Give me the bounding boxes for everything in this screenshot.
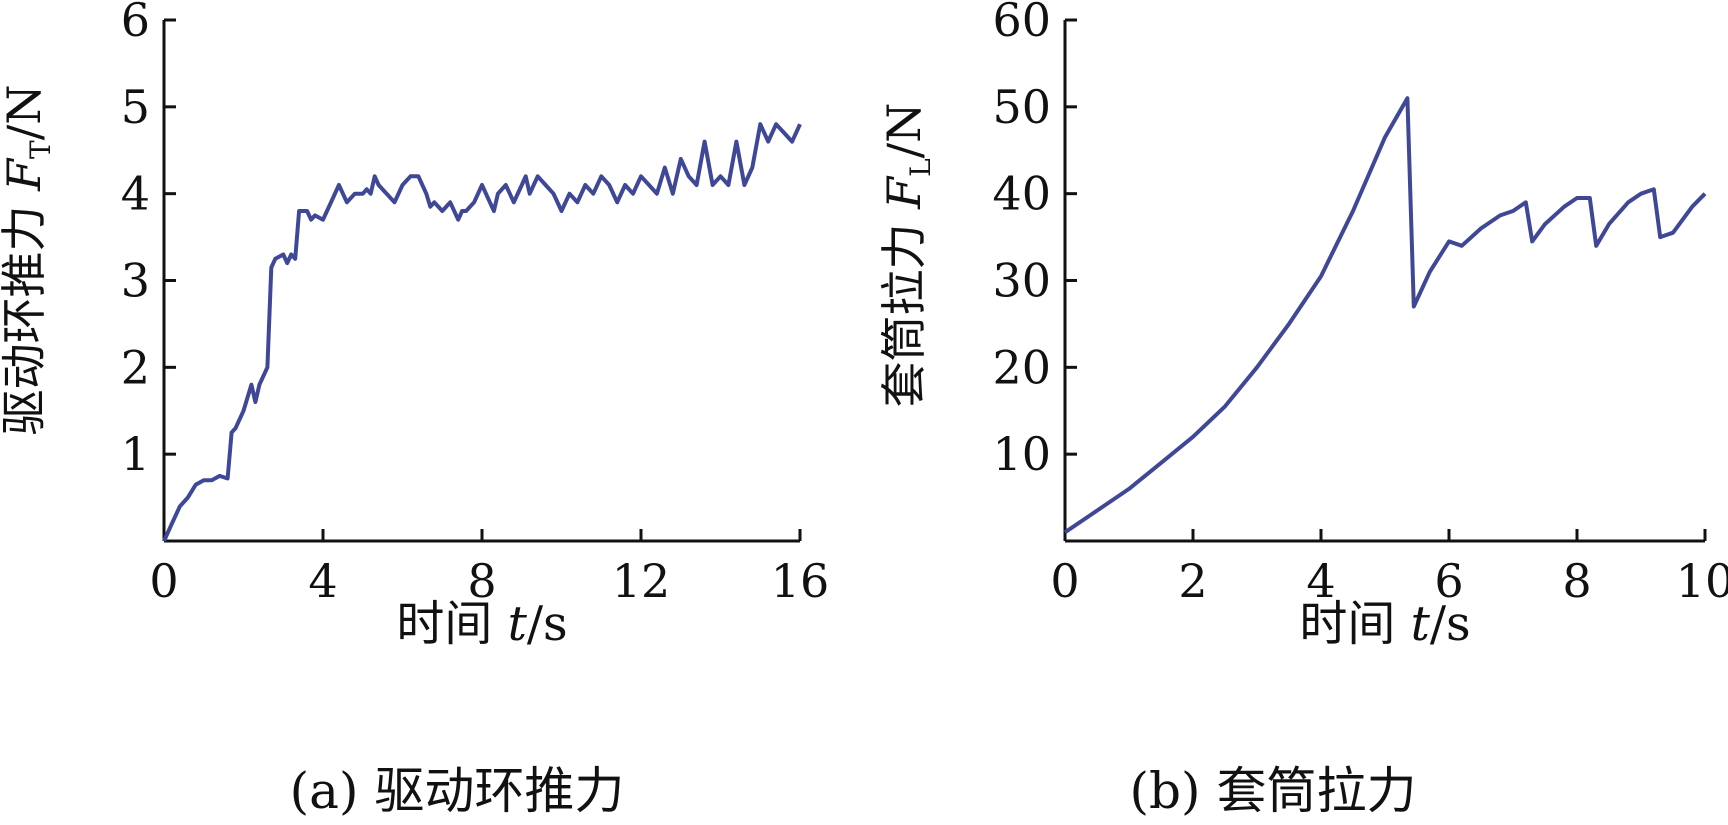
y-tick-label: 3 (121, 254, 150, 308)
caption-a: (a) 驱动环推力 (290, 762, 625, 820)
y-tick-label: 30 (992, 254, 1051, 308)
x-tick-label: 4 (1306, 554, 1335, 608)
x-tick-label: 16 (771, 554, 830, 608)
y-tick-label: 1 (121, 427, 150, 481)
caption-b: (b) 套筒拉力 (1130, 762, 1417, 820)
series-line (162, 122, 802, 542)
x-tick-label: 6 (1434, 554, 1463, 608)
chart-panel-b: (b) 套筒拉力 0 2 4 6 8 10 10 20 30 40 50 60 时间 t/s 套筒拉力 F… (877, 0, 1728, 820)
x-tick-label: 4 (308, 554, 337, 608)
y-axis-label: 驱动环推力 FT/N (0, 85, 57, 436)
y-tick-label: 50 (992, 80, 1051, 134)
x-tick-label: 2 (1178, 554, 1207, 608)
y-tick-label: 20 (992, 340, 1051, 394)
x-tick-label: 0 (149, 554, 178, 608)
x-tick-label: 8 (467, 554, 496, 608)
y-tick-label: 40 (992, 167, 1051, 221)
y-axis-label: 套筒拉力 FL/N (877, 103, 937, 408)
y-tick-label: 6 (121, 0, 150, 47)
y-tick-label: 10 (992, 427, 1051, 481)
x-tick-label: 0 (1050, 554, 1079, 608)
x-axis-label: 时间 t/s (1299, 596, 1470, 652)
y-tick-label: 5 (121, 80, 150, 134)
x-tick-label: 12 (612, 554, 671, 608)
y-tick-label: 4 (121, 167, 150, 221)
series-line (1063, 96, 1707, 534)
y-tick-label: 60 (992, 0, 1051, 47)
x-tick-label: 8 (1562, 554, 1591, 608)
y-tick-label: 2 (121, 340, 150, 394)
x-tick-label: 10 (1676, 554, 1728, 608)
x-axis-label: 时间 t/s (396, 596, 567, 652)
